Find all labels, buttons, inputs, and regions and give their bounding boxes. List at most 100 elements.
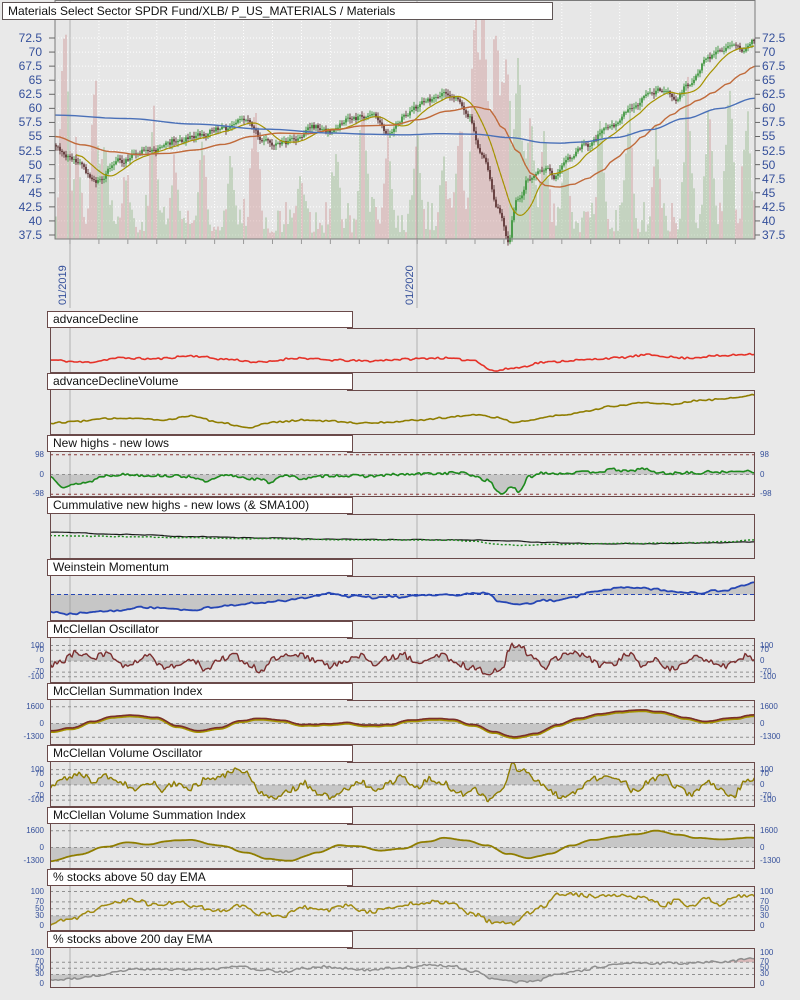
panel-axis-label: 100 (760, 947, 774, 957)
indicator-panel-cumulative-new-highs-new-lows: Cummulative new highs - new lows (& SMA1… (0, 497, 800, 559)
panel-axis-label: 70 (760, 769, 769, 779)
y-axis-tick-label: 42.5 (18, 199, 42, 214)
panel-axis-label: -100 (760, 795, 777, 805)
main-y-axis-left: 72.5 70 67.5 65 62.5 60 57.5 55 52.5 50 47.5 45 42.5… (0, 0, 43, 250)
mcclellan-volume-summation-index-canvas[interactable] (50, 824, 755, 869)
panel-axis-label: 70 (35, 957, 44, 967)
y-axis-tick-label: 70 (762, 45, 776, 60)
indicator-panel-pct-stocks-above-50-day-ema: % stocks above 50 day EMA 100 100 70 70 50 50 3… (0, 869, 800, 931)
panel-title-mcclellan-oscillator: McClellan Oscillator (47, 621, 353, 638)
panel-axis-label: 100 (30, 640, 44, 650)
panel-axis-label: 0 (760, 978, 765, 988)
y-axis-tick-label: 52.5 (762, 143, 786, 158)
indicator-panel-advance-decline: advanceDecline (0, 311, 800, 373)
y-axis-tick-label: 60 (28, 101, 42, 116)
panel-axis-label: -1300 (760, 732, 781, 742)
panel-axis-label: 30 (760, 910, 769, 920)
weinstein-momentum-canvas[interactable] (50, 576, 755, 621)
panel-axis-label: 0 (760, 842, 765, 852)
panel-axis-label: 30 (760, 969, 769, 979)
y-axis-tick-label: 42.5 (762, 199, 786, 214)
panel-axis-label: 0 (39, 921, 44, 931)
mcclellan-volume-oscillator-canvas[interactable] (50, 762, 755, 807)
panel-axis-label: 1600 (26, 825, 44, 835)
y-axis-tick-label: 57.5 (762, 115, 786, 130)
y-axis-tick-label: 67.5 (762, 59, 786, 74)
y-axis-tick-label: 65 (28, 73, 42, 88)
y-axis-tick-label: 57.5 (18, 115, 42, 130)
panel-axis-label: 50 (760, 903, 769, 913)
panel-axis-label: 100 (760, 640, 774, 650)
panel-axis-label: 100 (760, 886, 774, 896)
y-axis-tick-label: 52.5 (18, 143, 42, 158)
panel-axis-label: 0 (760, 656, 765, 666)
advance-decline-canvas[interactable] (50, 328, 755, 373)
panel-axis-label: 0 (760, 779, 765, 789)
x-axis-date-label: 01/2020 (404, 265, 416, 305)
panel-axis-label: 0 (39, 656, 44, 666)
mcclellan-summation-index-canvas[interactable] (50, 700, 755, 745)
panel-axis-label: 100 (30, 947, 44, 957)
indicator-panel-new-highs-new-lows: New highs - new lows 98 98 0 0 -98 -98 (0, 435, 800, 499)
mcclellan-oscillator-canvas[interactable] (50, 638, 755, 683)
panel-axis-label: 70 (35, 645, 44, 655)
new-highs-new-lows-canvas[interactable] (50, 452, 755, 497)
main-price-chart-canvas[interactable] (45, 0, 760, 308)
pct-stocks-above-200-day-ema-canvas[interactable] (50, 948, 755, 988)
chart-title: Materials Select Sector SPDR Fund/XLB/ P… (8, 4, 396, 18)
y-axis-tick-label: 65 (762, 73, 776, 88)
panel-axis-label: -98 (32, 489, 44, 499)
panel-axis-label: -98 (760, 489, 772, 499)
panel-axis-label: 98 (35, 449, 44, 459)
advance-decline-volume-canvas[interactable] (50, 390, 755, 435)
pct-stocks-above-50-day-ema-canvas[interactable] (50, 886, 755, 931)
y-axis-tick-label: 45 (762, 185, 776, 200)
panel-axis-label: -70 (32, 790, 44, 800)
y-axis-tick-label: 37.5 (18, 228, 42, 242)
y-axis-tick-label: 55 (28, 129, 42, 144)
panel-title-pct-stocks-above-200-day-ema: % stocks above 200 day EMA (47, 931, 353, 948)
panel-axis-label: 100 (760, 764, 774, 774)
panel-axis-label: 30 (35, 910, 44, 920)
indicator-panels: advanceDecline advanceDeclineVolume New hi… (0, 311, 800, 1000)
panel-axis-label: 50 (35, 903, 44, 913)
panel-axis-label: 0 (39, 978, 44, 988)
indicator-panel-mcclellan-oscillator: McClellan Oscillator 100 100 70 70 0 0 -70 -70 -1… (0, 621, 800, 683)
panel-axis-label: 0 (39, 469, 44, 479)
panel-axis-label: 70 (760, 957, 769, 967)
panel-axis-label: 1600 (26, 701, 44, 711)
y-axis-tick-label: 62.5 (762, 87, 786, 102)
panel-axis-label: 98 (760, 449, 769, 459)
y-axis-tick-label: 55 (762, 129, 776, 144)
panel-axis-label: 1600 (760, 825, 778, 835)
panel-axis-label: -70 (760, 790, 772, 800)
panel-title-mcclellan-volume-summation-index: McClellan Volume Summation Index (47, 807, 353, 824)
panel-title-advance-decline: advanceDecline (47, 311, 353, 328)
panel-axis-label: 100 (30, 764, 44, 774)
y-axis-tick-label: 72.5 (18, 30, 42, 45)
panel-axis-label: -1300 (760, 856, 781, 866)
y-axis-tick-label: 45 (28, 185, 42, 200)
main-y-axis-right: 72.5 70 67.5 65 62.5 60 57.5 55 52.5 50 47.5 45 42.5… (762, 0, 800, 250)
y-axis-tick-label: 47.5 (18, 171, 42, 186)
panel-title-mcclellan-volume-oscillator: McClellan Volume Oscillator (47, 745, 353, 762)
panel-title-pct-stocks-above-50-day-ema: % stocks above 50 day EMA (47, 869, 353, 886)
panel-axis-label: -70 (32, 667, 44, 677)
y-axis-tick-label: 70 (28, 45, 42, 60)
y-axis-tick-label: 50 (762, 157, 776, 172)
panel-title-cumulative-new-highs-new-lows: Cummulative new highs - new lows (& SMA1… (47, 497, 353, 514)
panel-axis-label: -70 (760, 667, 772, 677)
y-axis-tick-label: 40 (28, 213, 42, 228)
chart-title-box: Materials Select Sector SPDR Fund/XLB/ P… (2, 2, 553, 20)
panel-axis-label: 0 (39, 718, 44, 728)
panel-axis-label: 50 (760, 963, 769, 973)
panel-axis-label: 0 (39, 779, 44, 789)
cumulative-new-highs-new-lows-canvas[interactable] (50, 514, 755, 559)
panel-title-advance-decline-volume: advanceDeclineVolume (47, 373, 353, 390)
panel-axis-label: 30 (35, 969, 44, 979)
main-price-chart[interactable]: 01/2019 01/2020 (0, 0, 800, 310)
indicator-panel-mcclellan-volume-oscillator: McClellan Volume Oscillator 100 100 70 70 0 0-… (0, 745, 800, 807)
panel-axis-label: 70 (35, 896, 44, 906)
panel-title-mcclellan-summation-index: McClellan Summation Index (47, 683, 353, 700)
